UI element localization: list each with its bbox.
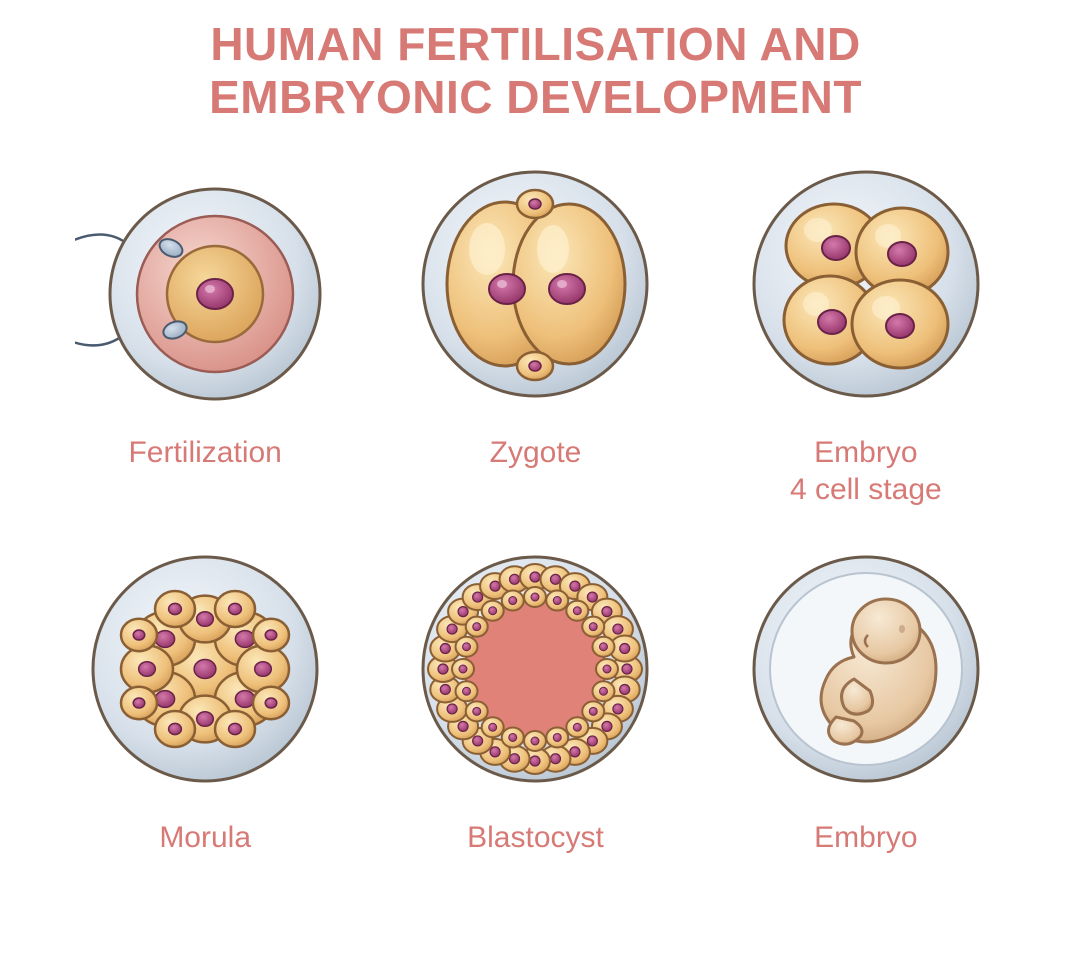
zygote-illustration (405, 154, 665, 414)
stage-morula: Morula (60, 539, 350, 857)
blastocyst-illustration (405, 539, 665, 799)
blastocyst-label: Blastocyst (467, 819, 604, 857)
four-cell-label: Embryo 4 cell stage (790, 434, 942, 509)
stage-blastocyst: Blastocyst (390, 539, 680, 857)
fertilization-illustration (75, 154, 335, 414)
embryo-label: Embryo (814, 819, 917, 857)
stage-fertilization: Fertilization (60, 154, 350, 509)
stage-embryo: Embryo (721, 539, 1011, 857)
morula-illustration (75, 539, 335, 799)
stages-grid: Fertilization (0, 124, 1071, 857)
title-line1: HUMAN FERTILISATION AND (210, 18, 860, 70)
title-line2: EMBRYONIC DEVELOPMENT (209, 71, 862, 123)
zygote-label: Zygote (490, 434, 582, 472)
embryo-illustration (736, 539, 996, 799)
four-cell-illustration (736, 154, 996, 414)
stage-zygote: Zygote (390, 154, 680, 509)
page-title: HUMAN FERTILISATION AND EMBRYONIC DEVELO… (0, 0, 1071, 124)
stage-four-cell: Embryo 4 cell stage (721, 154, 1011, 509)
fertilization-label: Fertilization (128, 434, 281, 472)
morula-label: Morula (159, 819, 251, 857)
